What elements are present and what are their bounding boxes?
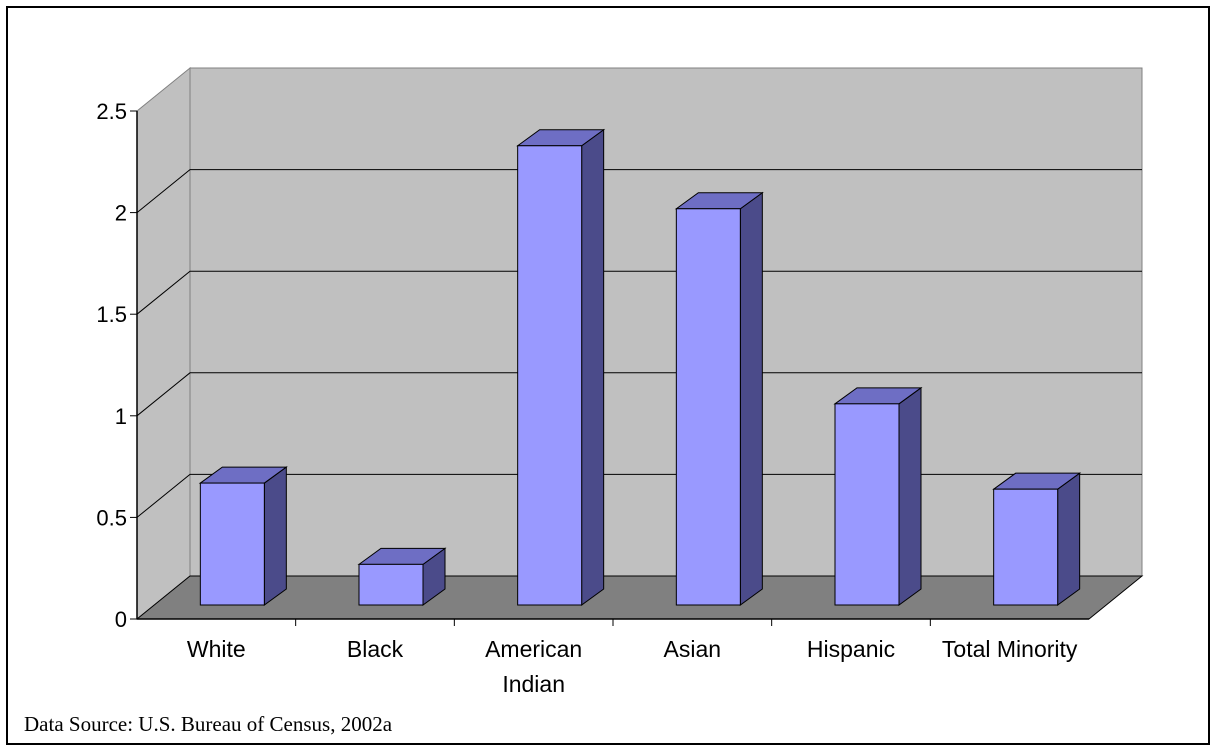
bar-side: [739, 191, 763, 606]
bar-side: [1057, 472, 1081, 606]
x-tick-label: American: [485, 636, 582, 662]
gridline: [136, 270, 1142, 315]
x-tick-label: Black: [347, 636, 404, 662]
bar: [675, 208, 741, 606]
gridline: [136, 169, 1142, 213]
y-tick-label: 0: [115, 607, 127, 632]
y-tick-label: 1.5: [96, 302, 127, 327]
gridline: [136, 473, 1142, 518]
y-tick-label: 2: [115, 201, 127, 226]
x-tick-label: Asian: [664, 636, 722, 662]
bar-side: [581, 128, 605, 606]
bar: [517, 145, 583, 606]
x-tick-label: Hispanic: [807, 636, 895, 662]
bar: [199, 482, 265, 606]
gridline: [136, 372, 1142, 417]
y-tick-label: 2.5: [96, 99, 127, 124]
y-tick-label: 0.5: [96, 505, 127, 530]
bar: [834, 403, 900, 606]
bar: [358, 563, 424, 606]
x-tick-label: White: [187, 636, 246, 662]
y-tick-label: 1: [115, 404, 127, 429]
x-tick-label: Indian: [502, 671, 565, 697]
data-source-note: Data Source: U.S. Bureau of Census, 2002…: [24, 712, 393, 736]
floor: [135, 575, 1144, 620]
side-wall: [136, 66, 191, 621]
bar-side: [263, 466, 287, 606]
x-tick-label: Total Minority: [942, 636, 1078, 662]
bar: [993, 488, 1059, 606]
bar-side: [898, 386, 922, 606]
